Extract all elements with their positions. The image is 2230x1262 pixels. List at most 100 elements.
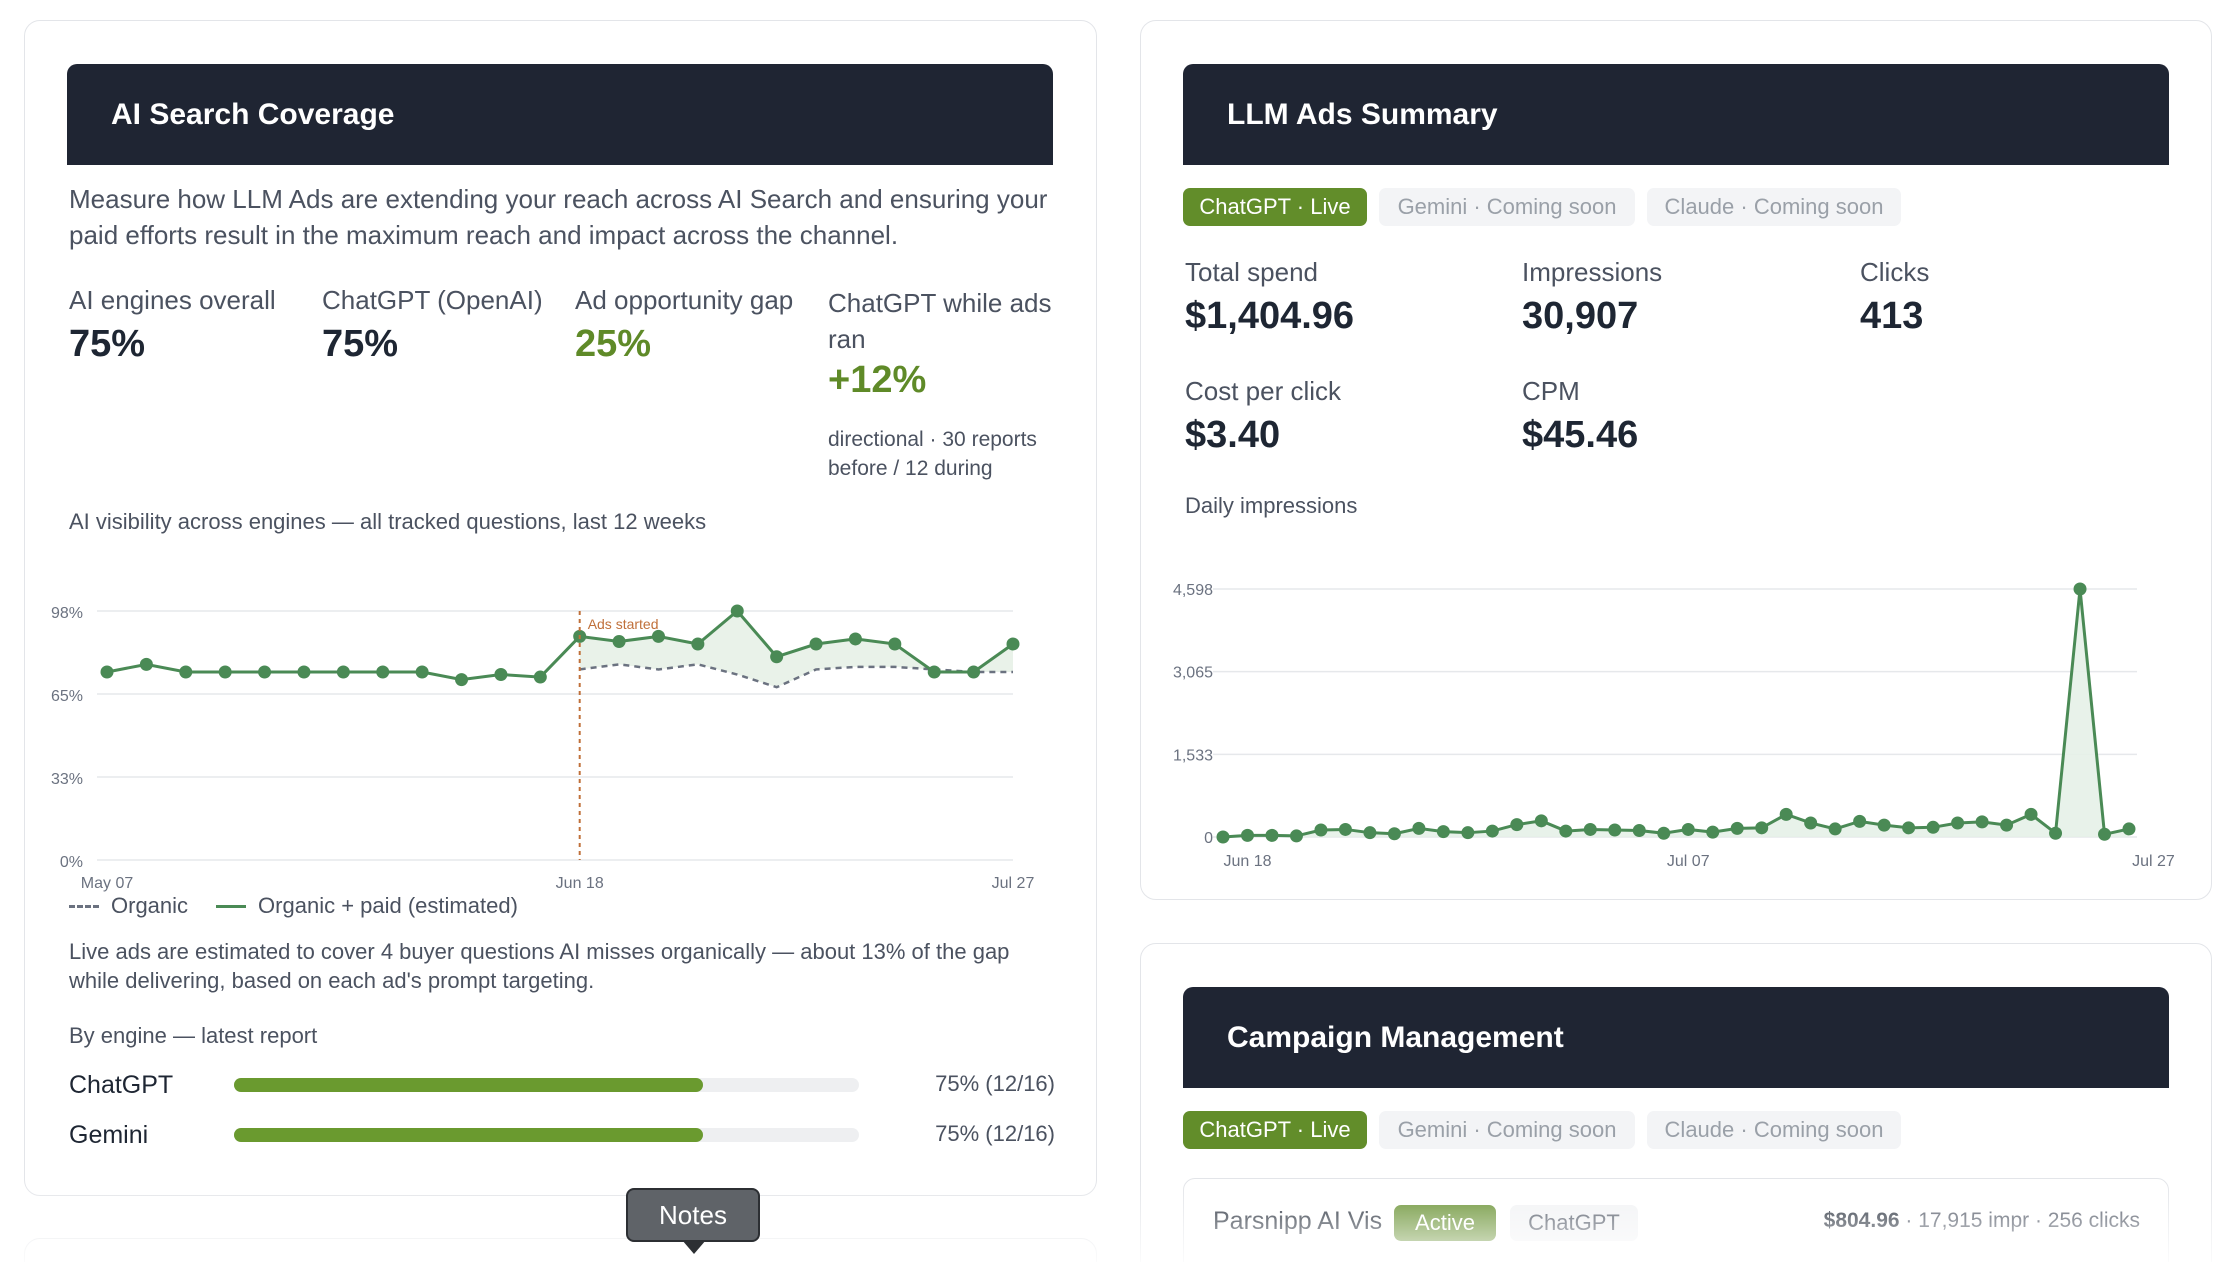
imp-point <box>1804 816 1818 830</box>
imp-point <box>1485 824 1499 838</box>
legend-organic-swatch <box>69 904 99 908</box>
stat-label-cpc: Cost per click <box>1185 376 1342 406</box>
llm-ads-summary-card: LLM Ads Summary ChatGPT · Live Gemini · … <box>1140 20 2212 900</box>
campaign-pill-claude-soon[interactable]: Claude · Coming soon <box>1647 1111 1901 1149</box>
visibility-chart: 0% 33% 65% 98% May 07 Jun 18 Jul 27 Ads started <box>51 604 1035 892</box>
vis-point <box>218 665 232 679</box>
coverage-description: Measure how LLM Ads are extending your r… <box>69 184 1048 250</box>
imp-x-tick-label: Jun 18 <box>1223 853 1271 870</box>
legend-organic-label: Organic <box>111 893 189 918</box>
imp-point <box>1510 818 1524 832</box>
metric-value-gap: 25% <box>575 323 652 365</box>
imp-y-tick-label: 3,065 <box>1173 665 1213 682</box>
imp-point <box>1240 828 1254 842</box>
by-engine-title: By engine — latest report <box>69 1023 318 1048</box>
imp-point <box>2049 826 2063 840</box>
stat-value-spend: $1,404.96 <box>1185 295 1355 337</box>
stat-label-impressions: Impressions <box>1522 257 1663 287</box>
metric-label-chatgpt: ChatGPT (OpenAI) <box>322 285 543 315</box>
impressions-chart-caption: Daily impressions <box>1185 493 1358 518</box>
imp-point <box>1975 815 1989 829</box>
campaign-detail: · 17,915 impr · 256 clicks <box>1899 1209 2140 1232</box>
pill-chatgpt-live[interactable]: ChatGPT · Live <box>1183 188 1367 226</box>
metric-label-ads-ran: ChatGPT while ads ran <box>828 288 1052 354</box>
vis-point <box>809 637 823 651</box>
notes-tooltip-arrow <box>682 1240 706 1254</box>
imp-point <box>1926 820 1940 834</box>
imp-point <box>1706 825 1720 839</box>
imp-point <box>1877 818 1891 832</box>
engine-value-chatgpt: 75% (12/16) <box>935 1071 1055 1096</box>
engine-name-gemini: Gemini <box>69 1121 149 1149</box>
notes-label: Notes <box>659 1199 727 1230</box>
imp-point <box>1657 826 1671 840</box>
imp-point <box>1461 826 1475 840</box>
vis-point <box>651 629 665 643</box>
vis-point <box>848 632 862 646</box>
engine-name-chatgpt: ChatGPT <box>69 1071 174 1099</box>
vis-x-tick-label: May 07 <box>81 875 134 892</box>
vis-y-tick-label: 65% <box>51 688 83 705</box>
campaign-pill-chatgpt-live[interactable]: ChatGPT · Live <box>1183 1111 1367 1149</box>
imp-point <box>1289 829 1303 843</box>
vis-point <box>376 665 390 679</box>
vis-point <box>258 665 272 679</box>
engine-bar-fill-chatgpt <box>234 1078 703 1092</box>
imp-y-tick-label: 1,533 <box>1173 747 1213 764</box>
vis-point <box>455 673 469 687</box>
metric-note-ads-ran: directional · 30 reports before / 12 dur… <box>828 428 1037 480</box>
ads-summary-title: LLM Ads Summary <box>1227 97 1498 131</box>
vis-x-tick-label: Jul 27 <box>992 875 1035 892</box>
vis-point <box>1006 637 1020 651</box>
vis-point <box>927 665 941 679</box>
campaign-metrics: $804.96 · 17,915 impr · 256 clicks <box>1824 1209 2140 1233</box>
campaign-name: Parsnipp AI Vis <box>1213 1207 1383 1235</box>
imp-point <box>1265 828 1279 842</box>
vis-y-tick-label: 98% <box>51 605 83 622</box>
vis-y-tick-label: 0% <box>60 854 83 871</box>
imp-point <box>1779 807 1793 821</box>
engine-bar-chatgpt <box>234 1078 859 1092</box>
pill-gemini-soon[interactable]: Gemini · Coming soon <box>1379 188 1635 226</box>
metric-value-chatgpt: 75% <box>322 323 399 365</box>
campaign-row[interactable]: Parsnipp AI Vis Active ChatGPT $804.96 ·… <box>1183 1178 2169 1262</box>
vis-point <box>612 634 626 648</box>
imp-point <box>1338 822 1352 836</box>
ai-search-coverage-card: AI Search Coverage Measure how LLM Ads a… <box>24 20 1097 1196</box>
imp-y-tick-label: 4,598 <box>1173 582 1213 599</box>
pill-claude-soon[interactable]: Claude · Coming soon <box>1647 188 1901 226</box>
vis-point <box>139 657 153 671</box>
coverage-header: AI Search Coverage <box>67 64 1053 165</box>
vis-point <box>179 665 193 679</box>
imp-point <box>1583 822 1597 836</box>
imp-x-tick-label: Jul 07 <box>1667 853 1710 870</box>
campaign-spend: $804.96 <box>1823 1209 1900 1232</box>
engine-value-gemini: 75% (12/16) <box>935 1121 1055 1146</box>
notes-tooltip[interactable]: Notes <box>626 1188 760 1242</box>
stat-value-cpc: $3.40 <box>1185 414 1281 456</box>
campaign-title: Campaign Management <box>1227 1020 1564 1054</box>
lower-left-card <box>24 1238 1097 1262</box>
imp-point <box>2098 827 2112 841</box>
campaign-management-card: Campaign Management ChatGPT · Live Gemin… <box>1140 943 2212 1262</box>
vis-x-tick-label: Jun 18 <box>556 875 604 892</box>
legend-paid-label: Organic + paid (estimated) <box>258 893 518 918</box>
imp-point <box>1387 827 1401 841</box>
imp-point <box>1853 814 1867 828</box>
vis-point <box>967 665 981 679</box>
campaign-pill-gemini-soon[interactable]: Gemini · Coming soon <box>1379 1111 1635 1149</box>
metric-value-ads-ran: +12% <box>828 359 927 401</box>
stat-value-cpm: $45.46 <box>1522 414 1639 456</box>
imp-point <box>1951 816 1965 830</box>
legend-paid-swatch <box>216 904 247 908</box>
vis-point <box>100 665 114 679</box>
imp-point <box>1314 823 1328 837</box>
metric-label-overall: AI engines overall <box>69 285 276 315</box>
imp-point <box>1608 823 1622 837</box>
imp-point <box>2122 822 2136 836</box>
coverage-title: AI Search Coverage <box>111 97 395 131</box>
imp-area <box>1223 589 2129 837</box>
imp-point <box>1755 821 1769 835</box>
metric-value-overall: 75% <box>69 323 146 365</box>
imp-point <box>1363 826 1377 840</box>
